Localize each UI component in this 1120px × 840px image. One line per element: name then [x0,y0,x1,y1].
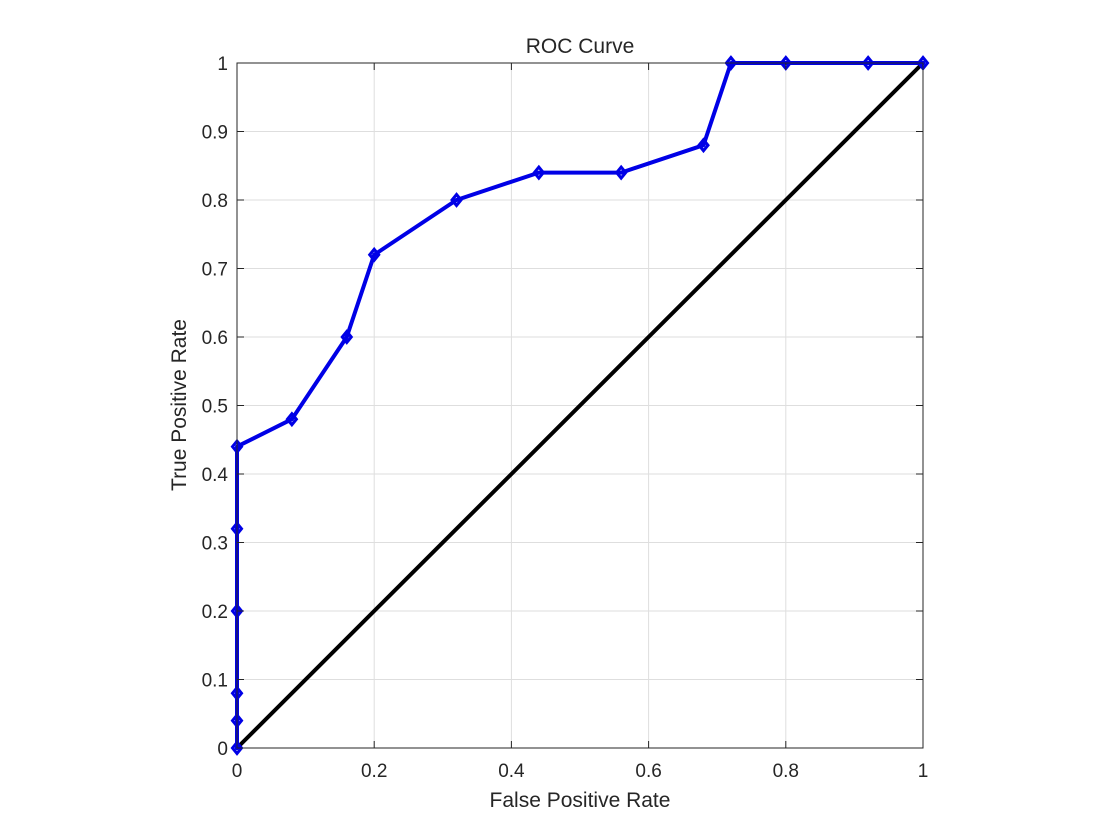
reference-diagonal-line [235,61,925,750]
roc-point-marker [614,164,628,181]
y-tick-label: 0.5 [202,397,228,418]
y-tick-label: 0 [217,739,228,760]
roc-point-marker [367,246,381,263]
roc-point-marker [724,55,738,71]
roc-point-marker [532,164,546,181]
x-tick-label: 0.2 [361,761,387,782]
x-tick-label: 0.6 [635,761,661,782]
y-tick-label: 0.8 [202,191,228,212]
y-axis-label: True Positive Rate [168,319,191,491]
roc-point-marker [861,55,875,71]
y-tick-label: 1 [217,54,228,75]
x-tick-label: 1 [918,761,929,782]
y-tick-label: 0.1 [202,671,228,692]
y-tick-labels: 0 0.1 0.2 0.3 0.4 0.5 0.6 0.7 0.8 0.9 1 [202,54,229,760]
x-tick-label: 0 [232,761,243,782]
tick-marks [236,62,924,749]
roc-point-marker [230,740,244,756]
chart-title: ROC Curve [526,35,635,58]
y-tick-label: 0.6 [202,328,228,349]
x-tick-labels: 0 0.2 0.4 0.6 0.8 1 [232,761,929,782]
grid-lines [236,62,924,749]
y-tick-label: 0.4 [202,465,229,486]
x-tick-label: 0.4 [498,761,525,782]
roc-point-marker [450,192,463,208]
roc-point-marker [340,329,354,345]
y-tick-label: 0.3 [202,534,228,555]
y-tick-label: 0.9 [202,123,228,144]
roc-point-marker [285,411,299,428]
roc-point-marker [697,137,710,154]
y-tick-label: 0.7 [202,260,228,281]
x-tick-label: 0.8 [773,761,799,782]
x-axis-label: False Positive Rate [490,789,671,812]
y-tick-label: 0.2 [202,602,228,623]
